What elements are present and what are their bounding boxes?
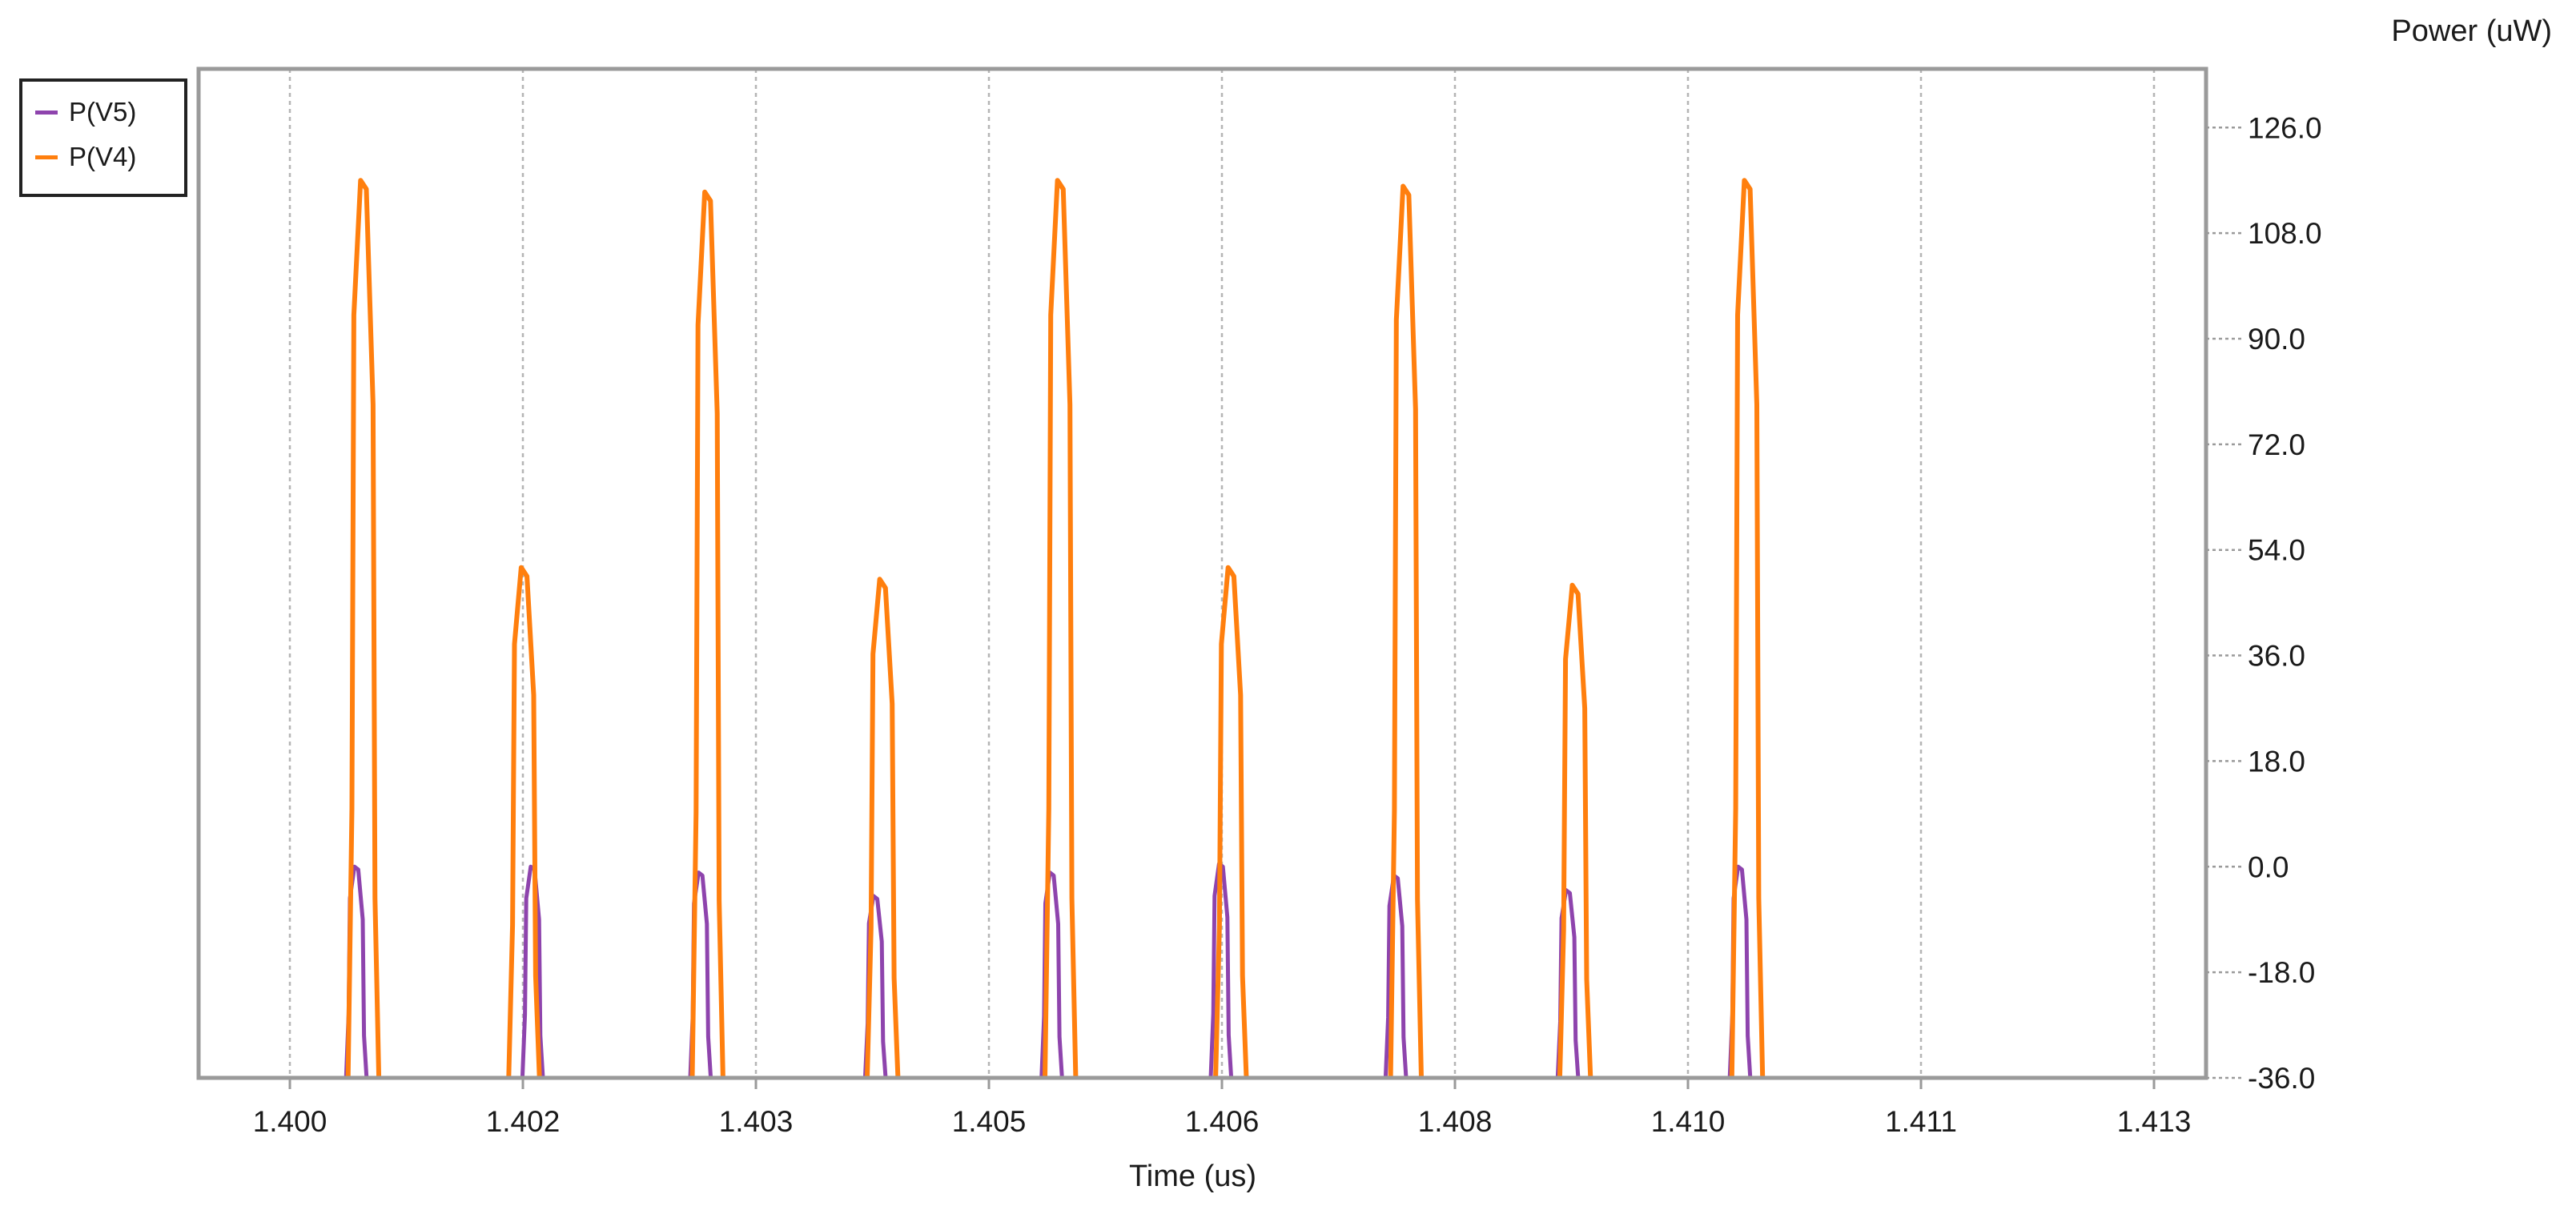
pulse-pv4 [1729, 178, 1766, 1079]
y-tick-label: 108.0 [2248, 217, 2322, 250]
plot-background [199, 69, 2206, 1078]
x-tick-label: 1.400 [253, 1105, 328, 1138]
x-tick-label: 1.406 [1185, 1105, 1260, 1138]
x-tick-label: 1.411 [1885, 1105, 1957, 1138]
pulse-pv4 [1557, 582, 1593, 1079]
pulse-pv4 [506, 565, 542, 1079]
y-tick-label: 90.0 [2248, 323, 2305, 356]
legend-item-p-v4: P(V4) [35, 141, 136, 173]
y-tick-label: 72.0 [2248, 428, 2305, 461]
x-tick-label: 1.405 [952, 1105, 1027, 1138]
pulse-pv4 [865, 577, 901, 1079]
legend-swatch-p-v5 [35, 110, 58, 115]
legend: P(V5) P(V4) [19, 78, 187, 197]
y-tick-label: 36.0 [2248, 640, 2305, 673]
y-tick-label: 54.0 [2248, 534, 2305, 567]
legend-label-p-v4: P(V4) [69, 142, 137, 171]
x-tick-label: 1.413 [2117, 1105, 2192, 1138]
x-axis-title: Time (us) [1129, 1160, 1257, 1193]
y-tick-label: 126.0 [2248, 111, 2322, 144]
y-tick-label: 0.0 [2248, 850, 2289, 883]
pulse-pv4 [1388, 183, 1424, 1079]
legend-item-p-v5: P(V5) [35, 96, 136, 128]
y-axis-title: Power (uW) [2391, 14, 2552, 48]
pulse-pv4 [1043, 178, 1079, 1079]
legend-swatch-p-v4 [35, 155, 58, 159]
y-tick-label: -36.0 [2248, 1062, 2315, 1095]
plot-frame [196, 66, 2208, 1080]
x-tick-label: 1.403 [719, 1105, 794, 1138]
pulse-pv4 [345, 178, 382, 1079]
x-tick-label: 1.410 [1651, 1105, 1726, 1138]
y-tick-label: -18.0 [2248, 956, 2315, 989]
x-tick-label: 1.402 [486, 1105, 561, 1138]
axes: 1.400 1.402 1.403 1.405 1.406 1.408 1.410 1.411… [253, 111, 2322, 1138]
pulse-pv4 [689, 189, 725, 1079]
grid [288, 69, 2156, 1078]
series-group [344, 178, 1766, 1079]
legend-label-p-v5: P(V5) [69, 97, 137, 127]
y-tick-label: 18.0 [2248, 745, 2305, 778]
pulse-pv4 [1213, 565, 1249, 1079]
x-tick-label: 1.408 [1418, 1105, 1493, 1138]
